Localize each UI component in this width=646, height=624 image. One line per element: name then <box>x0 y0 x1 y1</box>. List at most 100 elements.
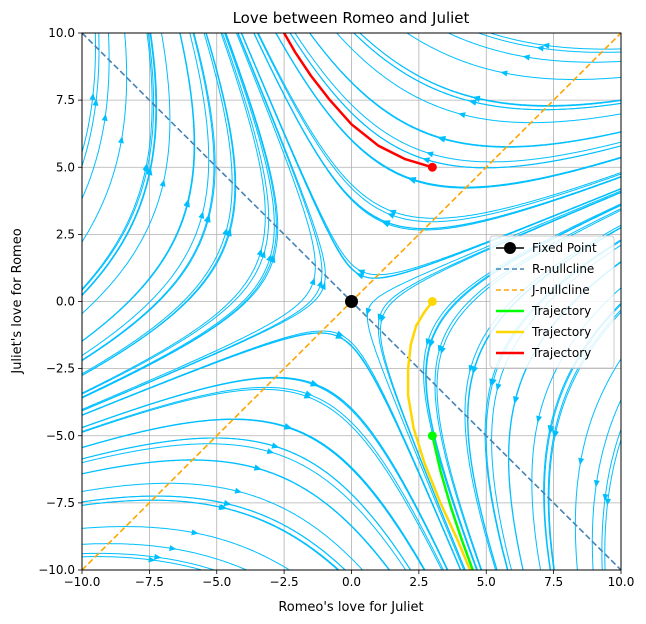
streamline-arrow <box>183 199 190 207</box>
y-tick-label: −5.0 <box>46 429 75 443</box>
streamline-arrow <box>234 487 243 494</box>
y-tick-label: 10.0 <box>48 26 75 40</box>
streamline <box>82 33 266 394</box>
streamline-arrow <box>382 220 390 227</box>
streamline-arrow <box>458 112 466 119</box>
streamline-arrow <box>472 95 481 102</box>
y-tick-label: −2.5 <box>46 362 75 376</box>
streamline-arrow <box>89 92 96 101</box>
streamline-arrow <box>101 113 108 122</box>
streamline <box>82 33 153 290</box>
streamline-arrow <box>198 211 205 219</box>
streamline-arrow <box>92 98 99 106</box>
streamlines <box>82 33 621 570</box>
y-tick-label: 7.5 <box>56 93 75 107</box>
legend-label: R-nullcline <box>532 262 594 276</box>
streamline-arrow <box>191 529 199 536</box>
x-axis-label: Romeo's love for Juliet <box>278 600 423 615</box>
streamline <box>359 33 621 106</box>
streamline-arrow <box>536 415 543 424</box>
streamline <box>82 33 215 361</box>
streamline <box>82 437 412 570</box>
legend-label: J-nullcline <box>531 283 590 297</box>
streamline-arrow <box>309 380 318 387</box>
streamline <box>82 33 275 398</box>
streamline-arrow <box>159 179 166 187</box>
streamline <box>82 419 425 570</box>
streamline-arrow <box>408 177 417 184</box>
x-tick-label: 0.0 <box>342 575 361 589</box>
streamline-arrow <box>356 273 364 279</box>
trajectory-line-3 <box>283 33 433 169</box>
legend-label: Fixed Point <box>532 241 597 255</box>
streamline <box>294 33 621 163</box>
streamline <box>82 556 204 570</box>
streamline-arrow <box>468 99 477 106</box>
streamline <box>309 33 621 148</box>
streamline-arrow <box>553 430 559 439</box>
streamline <box>82 495 346 570</box>
streamline-arrow <box>309 277 316 286</box>
trajectory-start-point-2 <box>427 297 437 306</box>
legend-swatch-marker <box>504 242 516 254</box>
streamline-arrow <box>500 70 508 77</box>
streamline <box>275 33 621 188</box>
streamline-arrow <box>426 151 434 158</box>
streamline-arrow <box>605 498 612 506</box>
streamline-arrow <box>154 553 162 560</box>
y-tick-label: 5.0 <box>56 160 75 174</box>
streamline-arrow <box>148 556 156 563</box>
streamline-arrow <box>218 504 226 510</box>
streamline <box>447 33 621 63</box>
streamline-arrow <box>319 282 326 290</box>
y-tick-label: 0.0 <box>56 295 75 309</box>
markers <box>345 162 437 441</box>
streamline-arrow <box>222 227 229 236</box>
streamline <box>82 482 364 570</box>
streamline <box>604 438 621 570</box>
streamline-arrow <box>380 314 386 323</box>
streamline-arrow <box>438 135 447 142</box>
streamline-arrow <box>495 383 502 391</box>
streamline-arrow <box>602 493 609 502</box>
y-axis-label: Juliet's love for Romeo <box>10 228 25 374</box>
streamline-arrow <box>578 457 585 466</box>
streamline-arrow <box>146 167 152 175</box>
streamline <box>256 33 621 223</box>
streamline-arrow <box>283 423 292 430</box>
streamline <box>82 332 461 570</box>
streamline-arrow <box>259 250 266 259</box>
trajectory-start-point-1 <box>427 431 437 441</box>
streamline <box>406 33 621 80</box>
streamline-arrow <box>513 396 520 404</box>
streamline <box>477 33 621 53</box>
x-tick-label: 2.5 <box>409 575 428 589</box>
streamline-arrow <box>316 279 323 288</box>
x-tick-label: 5.0 <box>477 575 496 589</box>
streamline-arrow <box>266 254 272 262</box>
fixed-point-marker <box>345 295 358 308</box>
streamline-arrow <box>593 479 600 488</box>
streamline-arrow <box>253 464 262 471</box>
trajectory-line-2 <box>406 300 472 570</box>
streamline-arrow <box>142 163 149 171</box>
y-tick-label: 2.5 <box>56 227 75 241</box>
streamline-arrow <box>169 545 177 552</box>
x-tick-label: −10.0 <box>64 575 101 589</box>
trajectories <box>283 33 474 570</box>
y-tick-label: −7.5 <box>46 496 75 510</box>
streamline <box>82 459 390 570</box>
streamline-arrow <box>472 366 478 374</box>
x-tick-label: 10.0 <box>608 575 635 589</box>
streamline-arrow <box>387 213 395 219</box>
y-tick-label: −10.0 <box>38 563 75 577</box>
streamline-arrow <box>422 157 431 164</box>
streamline <box>240 33 621 279</box>
legend-label: Trajectory <box>531 346 591 360</box>
streamline-arrow <box>440 346 446 355</box>
legend-label: Trajectory <box>531 325 591 339</box>
streamline <box>253 33 621 230</box>
streamline-arrow <box>536 45 544 52</box>
x-tick-label: −5.0 <box>202 575 231 589</box>
